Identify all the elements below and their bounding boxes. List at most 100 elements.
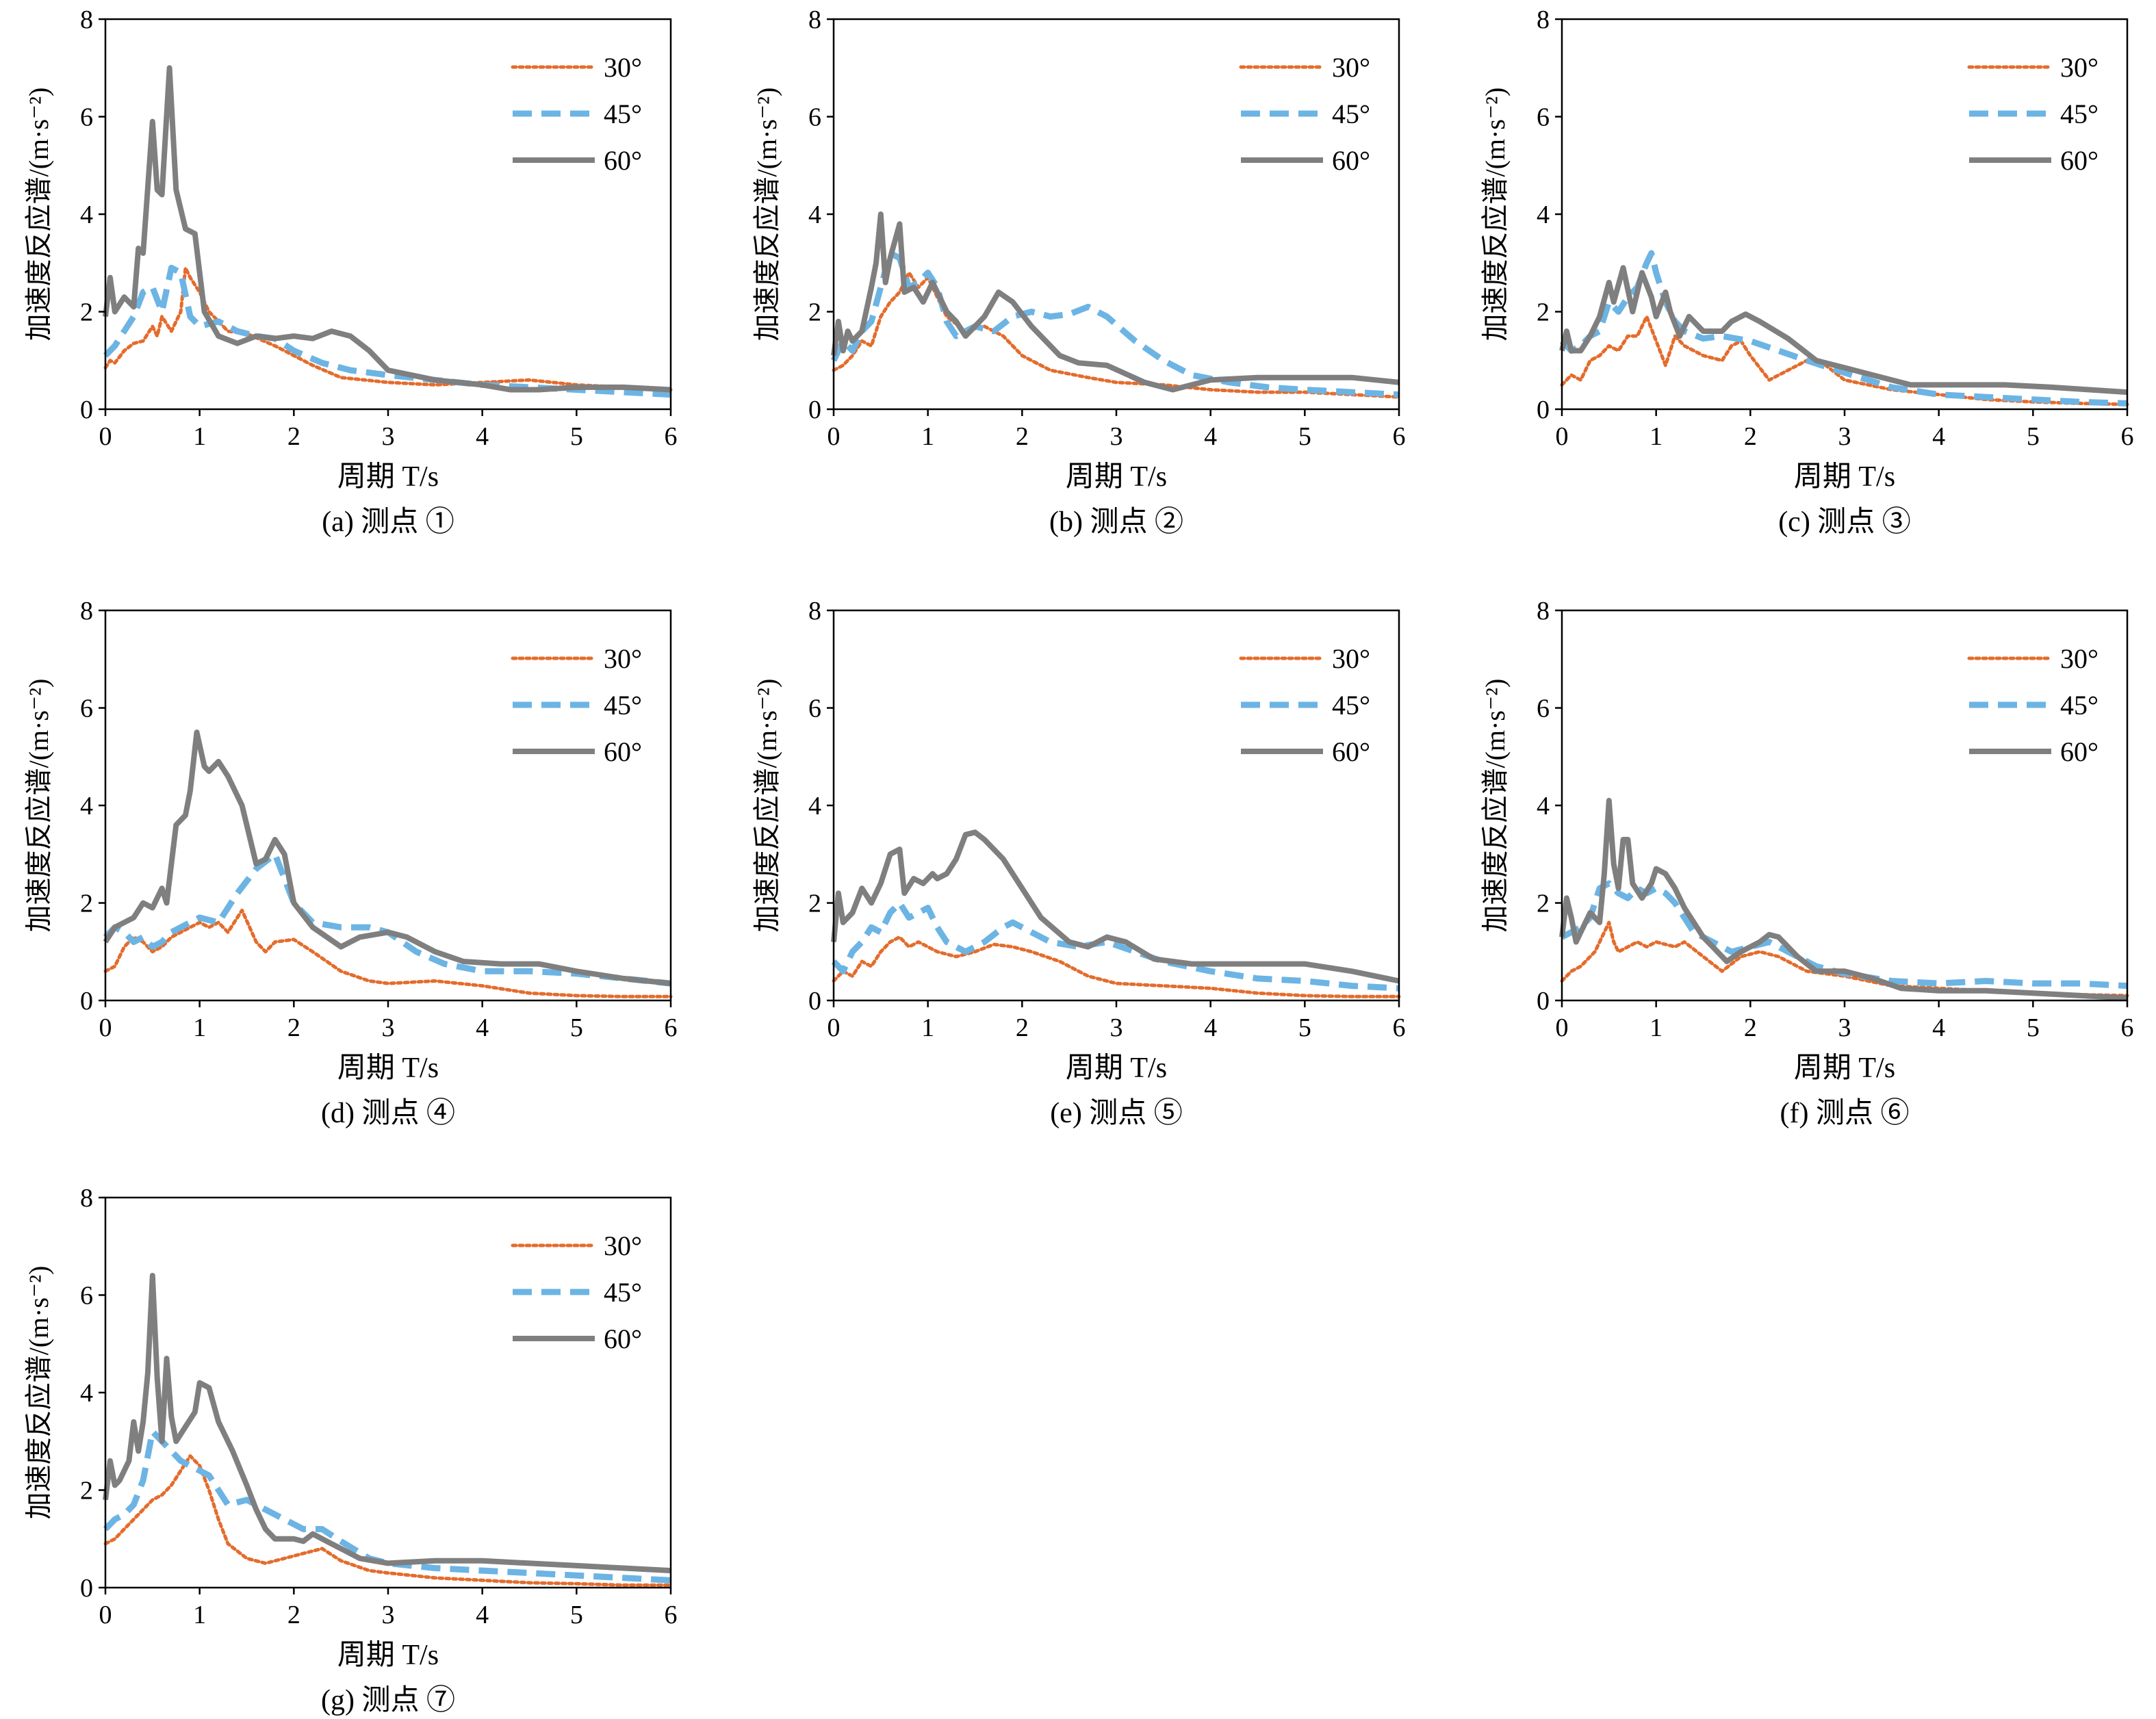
chart-panel-3: 0 1 2 3 4 5 6 0 2 4 6 8 周期 T/s 加速度反应谱/(m·s⁻²) (c) 测点 ③… xyxy=(1480,5,2134,538)
x-tick-label: 2 xyxy=(1744,422,1757,451)
legend: 30° 45° 60° xyxy=(511,643,642,767)
series-lines xyxy=(830,211,1401,399)
x-axis-title: 周期 T/s xyxy=(337,1052,439,1084)
legend-label-1: 30° xyxy=(604,52,642,83)
y-tick-label: 0 xyxy=(80,396,93,424)
y-tick-label: 4 xyxy=(808,201,821,229)
legend-label-1: 30° xyxy=(2060,52,2099,83)
series-lines xyxy=(831,829,1401,998)
y-tick-label: 0 xyxy=(1537,396,1550,424)
legend: 30° 45° 60° xyxy=(1239,643,1370,767)
plot-frame xyxy=(832,18,1400,411)
legend: 30° 45° 60° xyxy=(511,52,642,176)
x-tick-label: 3 xyxy=(1838,1013,1851,1042)
x-tick-label: 5 xyxy=(2027,422,2040,451)
x-tick-label: 5 xyxy=(1298,422,1311,451)
legend-label-3: 60° xyxy=(2060,736,2099,767)
x-tick-label: 1 xyxy=(193,1601,206,1629)
x-tick-label: 3 xyxy=(1110,422,1123,451)
y-tick-label: 4 xyxy=(80,1379,93,1408)
legend: 30° 45° 60° xyxy=(1239,52,1370,176)
x-tick-label: 3 xyxy=(1838,422,1851,451)
chart-panel-6: 0 1 2 3 4 5 6 0 2 4 6 8 周期 T/s 加速度反应谱/(m·s⁻²) (f) 测点 ⑥… xyxy=(1480,597,2134,1129)
y-tick-label: 2 xyxy=(80,1477,93,1505)
x-tick-label: 5 xyxy=(2027,1013,2040,1042)
x-tick-label: 5 xyxy=(570,422,583,451)
series-line-3 xyxy=(103,1273,671,1574)
y-tick-label: 2 xyxy=(80,298,93,327)
y-tick-label: 8 xyxy=(80,597,93,625)
chart-panel-4: 0 1 2 3 4 5 6 0 2 4 6 8 周期 T/s 加速度反应谱/(m·s⁻²) (d) 测点 ④… xyxy=(23,597,678,1129)
legend-label-2: 45° xyxy=(1332,690,1370,721)
series-line-2 xyxy=(103,851,671,987)
y-tick-label: 6 xyxy=(1537,103,1550,132)
x-tick-label: 6 xyxy=(665,1601,678,1629)
y-tick-label: 4 xyxy=(1537,792,1550,820)
series-lines xyxy=(1559,797,2129,1001)
x-tick-label: 6 xyxy=(1393,422,1406,451)
plot-frame xyxy=(104,1196,672,1589)
plot-frame xyxy=(1561,18,2129,411)
x-tick-label: 1 xyxy=(921,1013,934,1042)
y-tick-label: 2 xyxy=(1537,298,1550,327)
x-tick-label: 1 xyxy=(193,1013,206,1042)
series-line-2 xyxy=(103,1428,671,1584)
y-tick-label: 6 xyxy=(80,1282,93,1310)
y-tick-label: 6 xyxy=(1537,695,1550,723)
x-tick-label: 0 xyxy=(99,1013,112,1042)
y-tick-label: 2 xyxy=(808,298,821,327)
panel-caption: (f) 测点 ⑥ xyxy=(1780,1098,1910,1129)
legend-label-2: 45° xyxy=(2060,690,2099,721)
plot-frame xyxy=(104,609,672,1002)
y-tick-label: 8 xyxy=(1537,5,1550,34)
panel-caption: (c) 测点 ③ xyxy=(1778,506,1911,538)
legend-label-3: 60° xyxy=(604,1323,642,1354)
legend-label-3: 60° xyxy=(604,736,642,767)
x-tick-label: 4 xyxy=(476,1013,489,1042)
x-tick-label: 4 xyxy=(1204,1013,1217,1042)
x-tick-label: 6 xyxy=(2121,1013,2134,1042)
x-tick-label: 4 xyxy=(1204,422,1217,451)
series-line-1 xyxy=(103,1454,673,1587)
x-tick-label: 1 xyxy=(1650,422,1663,451)
legend-label-2: 45° xyxy=(604,690,642,721)
y-tick-label: 2 xyxy=(808,890,821,918)
x-tick-label: 2 xyxy=(1744,1013,1757,1042)
x-tick-label: 3 xyxy=(382,1601,395,1629)
y-tick-label: 6 xyxy=(80,103,93,132)
x-tick-label: 3 xyxy=(1110,1013,1123,1042)
panel-caption: (e) 测点 ⑤ xyxy=(1050,1098,1183,1129)
legend-label-3: 60° xyxy=(604,145,642,176)
series-line-2 xyxy=(103,264,671,398)
y-tick-label: 0 xyxy=(808,987,821,1016)
series-line-3 xyxy=(831,829,1400,984)
series-lines xyxy=(103,729,673,998)
y-axis-title: 加速度反应谱/(m·s⁻²) xyxy=(23,88,54,341)
series-line-3 xyxy=(103,729,671,987)
x-axis-title: 周期 T/s xyxy=(1794,461,1895,493)
legend: 30° 45° 60° xyxy=(1967,52,2099,176)
y-tick-label: 6 xyxy=(808,695,821,723)
y-axis-title: 加速度反应谱/(m·s⁻²) xyxy=(752,88,782,341)
legend-label-3: 60° xyxy=(1332,145,1370,176)
series-lines xyxy=(103,1273,673,1587)
x-axis-title: 周期 T/s xyxy=(337,1640,439,1671)
y-tick-label: 0 xyxy=(80,987,93,1016)
x-axis-title: 周期 T/s xyxy=(337,461,439,493)
x-tick-label: 5 xyxy=(570,1013,583,1042)
x-tick-label: 6 xyxy=(665,1013,678,1042)
chart-panel-2: 0 1 2 3 4 5 6 0 2 4 6 8 周期 T/s 加速度反应谱/(m·s⁻²) (b) 测点 ②… xyxy=(752,5,1406,538)
x-tick-label: 0 xyxy=(827,1013,840,1042)
y-tick-label: 4 xyxy=(80,201,93,229)
x-tick-label: 5 xyxy=(1298,1013,1311,1042)
y-tick-label: 8 xyxy=(808,597,821,625)
plot-frame xyxy=(1561,609,2129,1002)
legend-label-1: 30° xyxy=(1332,52,1370,83)
x-tick-label: 6 xyxy=(1393,1013,1406,1042)
y-tick-label: 0 xyxy=(808,396,821,424)
chart-panel-1: 0 1 2 3 4 5 6 0 2 4 6 8 周期 T/s 加速度反应谱/(m·s⁻²) (a) 测点 ①… xyxy=(23,5,678,538)
x-tick-label: 0 xyxy=(99,422,112,451)
y-tick-label: 2 xyxy=(80,890,93,918)
series-line-3 xyxy=(103,65,671,393)
